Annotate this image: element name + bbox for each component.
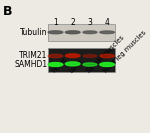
Text: Heart: Heart xyxy=(51,56,69,74)
Text: 4: 4 xyxy=(105,18,110,27)
Ellipse shape xyxy=(100,54,114,58)
Ellipse shape xyxy=(83,63,97,66)
Text: Hind leg muscles: Hind leg muscles xyxy=(103,29,147,74)
Ellipse shape xyxy=(48,63,63,66)
Text: Tubulin: Tubulin xyxy=(20,28,47,37)
Ellipse shape xyxy=(83,55,97,57)
Text: 3: 3 xyxy=(87,18,92,27)
Text: SAMHD1: SAMHD1 xyxy=(14,60,47,69)
Text: 1: 1 xyxy=(53,18,58,27)
Ellipse shape xyxy=(48,31,63,34)
Bar xyxy=(48,24,116,41)
Text: B: B xyxy=(3,5,13,18)
Ellipse shape xyxy=(65,54,80,58)
Text: 2: 2 xyxy=(70,18,75,27)
Ellipse shape xyxy=(65,31,80,34)
Bar xyxy=(48,48,116,72)
Ellipse shape xyxy=(83,31,97,34)
Text: TRIM21: TRIM21 xyxy=(19,51,47,61)
Ellipse shape xyxy=(100,31,114,34)
Ellipse shape xyxy=(100,63,114,66)
Ellipse shape xyxy=(65,62,80,66)
Ellipse shape xyxy=(48,54,63,58)
Text: Spinal muscles: Spinal muscles xyxy=(86,34,125,74)
Text: Lung: Lung xyxy=(69,58,84,74)
